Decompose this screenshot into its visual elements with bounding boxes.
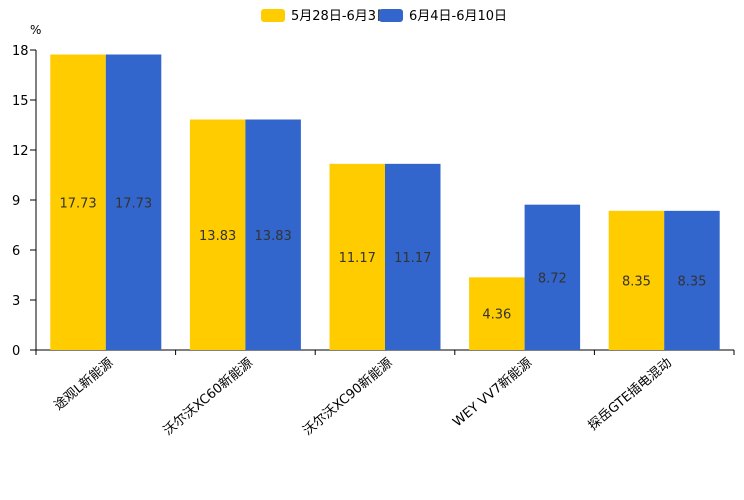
bar bbox=[105, 54, 162, 350]
bar-data-label: 8.72 bbox=[538, 271, 567, 286]
bar bbox=[524, 204, 581, 350]
y-axis-unit-label: % bbox=[30, 23, 41, 37]
x-tick-label: 探岳GTE插电混动 bbox=[586, 356, 675, 434]
x-tick-label: WEY VV7新能源 bbox=[450, 355, 536, 430]
y-tick-label: 12 bbox=[12, 144, 29, 159]
bar bbox=[608, 210, 665, 350]
legend-swatch bbox=[261, 9, 285, 22]
bar bbox=[664, 210, 720, 350]
bar bbox=[245, 119, 301, 350]
legend-label: 6月4日-6月10日 bbox=[409, 9, 507, 24]
bar bbox=[50, 54, 106, 350]
legend-swatch bbox=[379, 9, 403, 22]
bar-data-label: 17.73 bbox=[59, 196, 96, 211]
data-labels: 17.73 17.73 13.83 13.83 11.17 11.17 4.36 8.72 8.… bbox=[59, 196, 706, 322]
y-tick-label: 6 bbox=[12, 244, 20, 259]
bar bbox=[329, 163, 385, 350]
y-tick-label: 9 bbox=[12, 194, 20, 209]
x-tick-label: 沃尔沃XC60新能源 bbox=[160, 355, 256, 439]
y-tick-label: 18 bbox=[12, 44, 29, 59]
bar bbox=[385, 163, 441, 350]
bar-data-label: 11.17 bbox=[339, 251, 376, 266]
bar-data-label: 11.17 bbox=[394, 251, 431, 266]
bars bbox=[50, 54, 720, 350]
bar bbox=[469, 277, 525, 350]
bar bbox=[189, 119, 246, 350]
bar-data-label: 13.83 bbox=[255, 229, 292, 244]
legend-label: 5月28日-6月3日 bbox=[291, 9, 389, 24]
x-tick-label: 沃尔沃XC90新能源 bbox=[300, 355, 396, 439]
x-tick-label: 途观L新能源 bbox=[51, 355, 117, 414]
bar-data-label: 17.73 bbox=[115, 196, 152, 211]
y-tick-label: 15 bbox=[12, 94, 29, 109]
bar-data-label: 8.35 bbox=[622, 274, 651, 289]
y-tick-label: 0 bbox=[12, 344, 20, 359]
bar-data-label: 13.83 bbox=[199, 229, 236, 244]
y-tick-label: 3 bbox=[12, 294, 20, 309]
bar-data-label: 4.36 bbox=[482, 308, 511, 323]
bar-data-label: 8.35 bbox=[677, 274, 706, 289]
legend: 5月28日-6月3日 6月4日-6月10日 bbox=[261, 9, 507, 24]
